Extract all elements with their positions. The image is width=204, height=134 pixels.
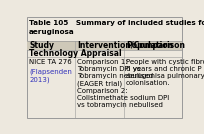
Text: People with cystic fibro
6 years and chronic P
aerugonisa pulmonary
colonisation: People with cystic fibro 6 years and chr… — [126, 59, 204, 86]
Text: Population: Population — [126, 41, 173, 50]
Text: (Flapsenden
2013): (Flapsenden 2013) — [29, 69, 72, 83]
Text: Technology Appraisal: Technology Appraisal — [29, 49, 122, 58]
Text: Comparison 1:
Tobramycin DPI vs
Tobramycin nebulised
(EAGER trial)
Comparison 2:: Comparison 1: Tobramycin DPI vs Tobramyc… — [77, 59, 169, 108]
Text: NICE TA 276: NICE TA 276 — [29, 59, 72, 65]
Text: Study: Study — [29, 41, 54, 50]
Text: aeruginosa: aeruginosa — [29, 29, 74, 35]
Text: Table 105   Summary of included studies for antimicrobials: Table 105 Summary of included studies fo… — [29, 20, 204, 26]
Text: Intervention/Comparison: Intervention/Comparison — [77, 41, 185, 50]
Bar — [27, 41, 182, 50]
